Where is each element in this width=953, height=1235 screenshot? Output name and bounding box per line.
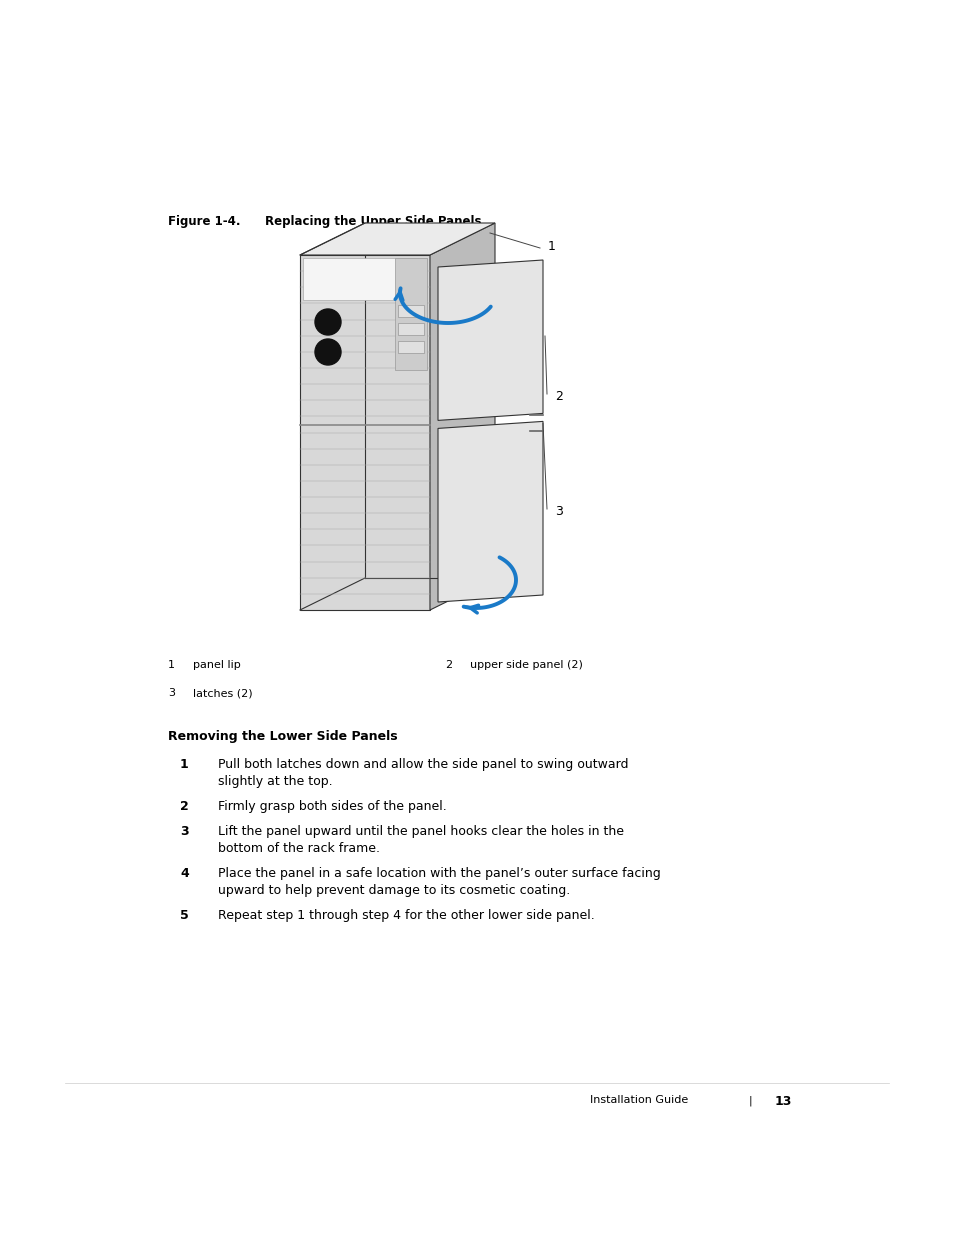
Text: Firmly grasp both sides of the panel.: Firmly grasp both sides of the panel. bbox=[218, 800, 446, 813]
Text: 1: 1 bbox=[168, 659, 174, 671]
Text: 1: 1 bbox=[547, 240, 556, 253]
Polygon shape bbox=[397, 305, 423, 317]
Text: upper side panel (2): upper side panel (2) bbox=[470, 659, 582, 671]
Text: 3: 3 bbox=[168, 688, 174, 698]
Polygon shape bbox=[397, 324, 423, 335]
Text: slightly at the top.: slightly at the top. bbox=[218, 776, 333, 788]
Text: 4: 4 bbox=[180, 867, 189, 881]
Text: 2: 2 bbox=[555, 390, 562, 403]
Text: Pull both latches down and allow the side panel to swing outward: Pull both latches down and allow the sid… bbox=[218, 758, 628, 771]
Text: 1: 1 bbox=[180, 758, 189, 771]
Text: Replacing the Upper Side Panels: Replacing the Upper Side Panels bbox=[265, 215, 481, 228]
Polygon shape bbox=[437, 261, 542, 420]
Polygon shape bbox=[303, 258, 427, 300]
Text: 2: 2 bbox=[180, 800, 189, 813]
Text: 2: 2 bbox=[444, 659, 452, 671]
Text: Removing the Lower Side Panels: Removing the Lower Side Panels bbox=[168, 730, 397, 743]
Text: Installation Guide: Installation Guide bbox=[589, 1095, 687, 1105]
Circle shape bbox=[314, 338, 340, 366]
Text: 3: 3 bbox=[180, 825, 189, 839]
Text: bottom of the rack frame.: bottom of the rack frame. bbox=[218, 842, 379, 855]
Polygon shape bbox=[430, 224, 495, 610]
Circle shape bbox=[314, 309, 340, 335]
Text: |: | bbox=[747, 1095, 751, 1105]
Text: 5: 5 bbox=[180, 909, 189, 923]
Text: Repeat step 1 through step 4 for the other lower side panel.: Repeat step 1 through step 4 for the oth… bbox=[218, 909, 594, 923]
Polygon shape bbox=[437, 421, 542, 601]
Text: 3: 3 bbox=[555, 505, 562, 517]
Text: panel lip: panel lip bbox=[193, 659, 240, 671]
Polygon shape bbox=[299, 254, 430, 610]
Text: Lift the panel upward until the panel hooks clear the holes in the: Lift the panel upward until the panel ho… bbox=[218, 825, 623, 839]
Polygon shape bbox=[395, 258, 427, 370]
Text: Figure 1-4.: Figure 1-4. bbox=[168, 215, 240, 228]
Text: 13: 13 bbox=[774, 1095, 792, 1108]
Text: Place the panel in a safe location with the panel’s outer surface facing: Place the panel in a safe location with … bbox=[218, 867, 660, 881]
Text: upward to help prevent damage to its cosmetic coating.: upward to help prevent damage to its cos… bbox=[218, 884, 570, 897]
Polygon shape bbox=[299, 224, 495, 254]
Text: latches (2): latches (2) bbox=[193, 688, 253, 698]
Polygon shape bbox=[397, 341, 423, 353]
